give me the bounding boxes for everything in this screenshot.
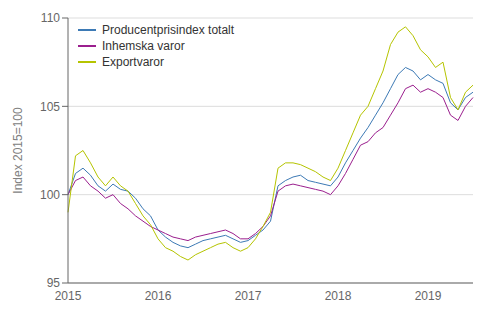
html-text:Producentprisindex totalt: Producentprisindex totalt bbox=[102, 23, 235, 37]
svg-text:95: 95 bbox=[47, 276, 61, 290]
svg-text:2019: 2019 bbox=[415, 289, 442, 303]
svg-text:2018: 2018 bbox=[325, 289, 352, 303]
svg-text:110: 110 bbox=[41, 11, 60, 25]
svg-text:100: 100 bbox=[40, 188, 60, 202]
svg-text:2017: 2017 bbox=[235, 289, 262, 303]
html-text:Exportvaror: Exportvaror bbox=[102, 55, 164, 69]
svg-text:2016: 2016 bbox=[145, 289, 172, 303]
html-text:Inhemska varor: Inhemska varor bbox=[102, 39, 185, 53]
svg-text:105: 105 bbox=[40, 100, 60, 114]
svg-text:2015: 2015 bbox=[55, 289, 82, 303]
svg-text:Index 2015=100: Index 2015=100 bbox=[11, 107, 25, 194]
